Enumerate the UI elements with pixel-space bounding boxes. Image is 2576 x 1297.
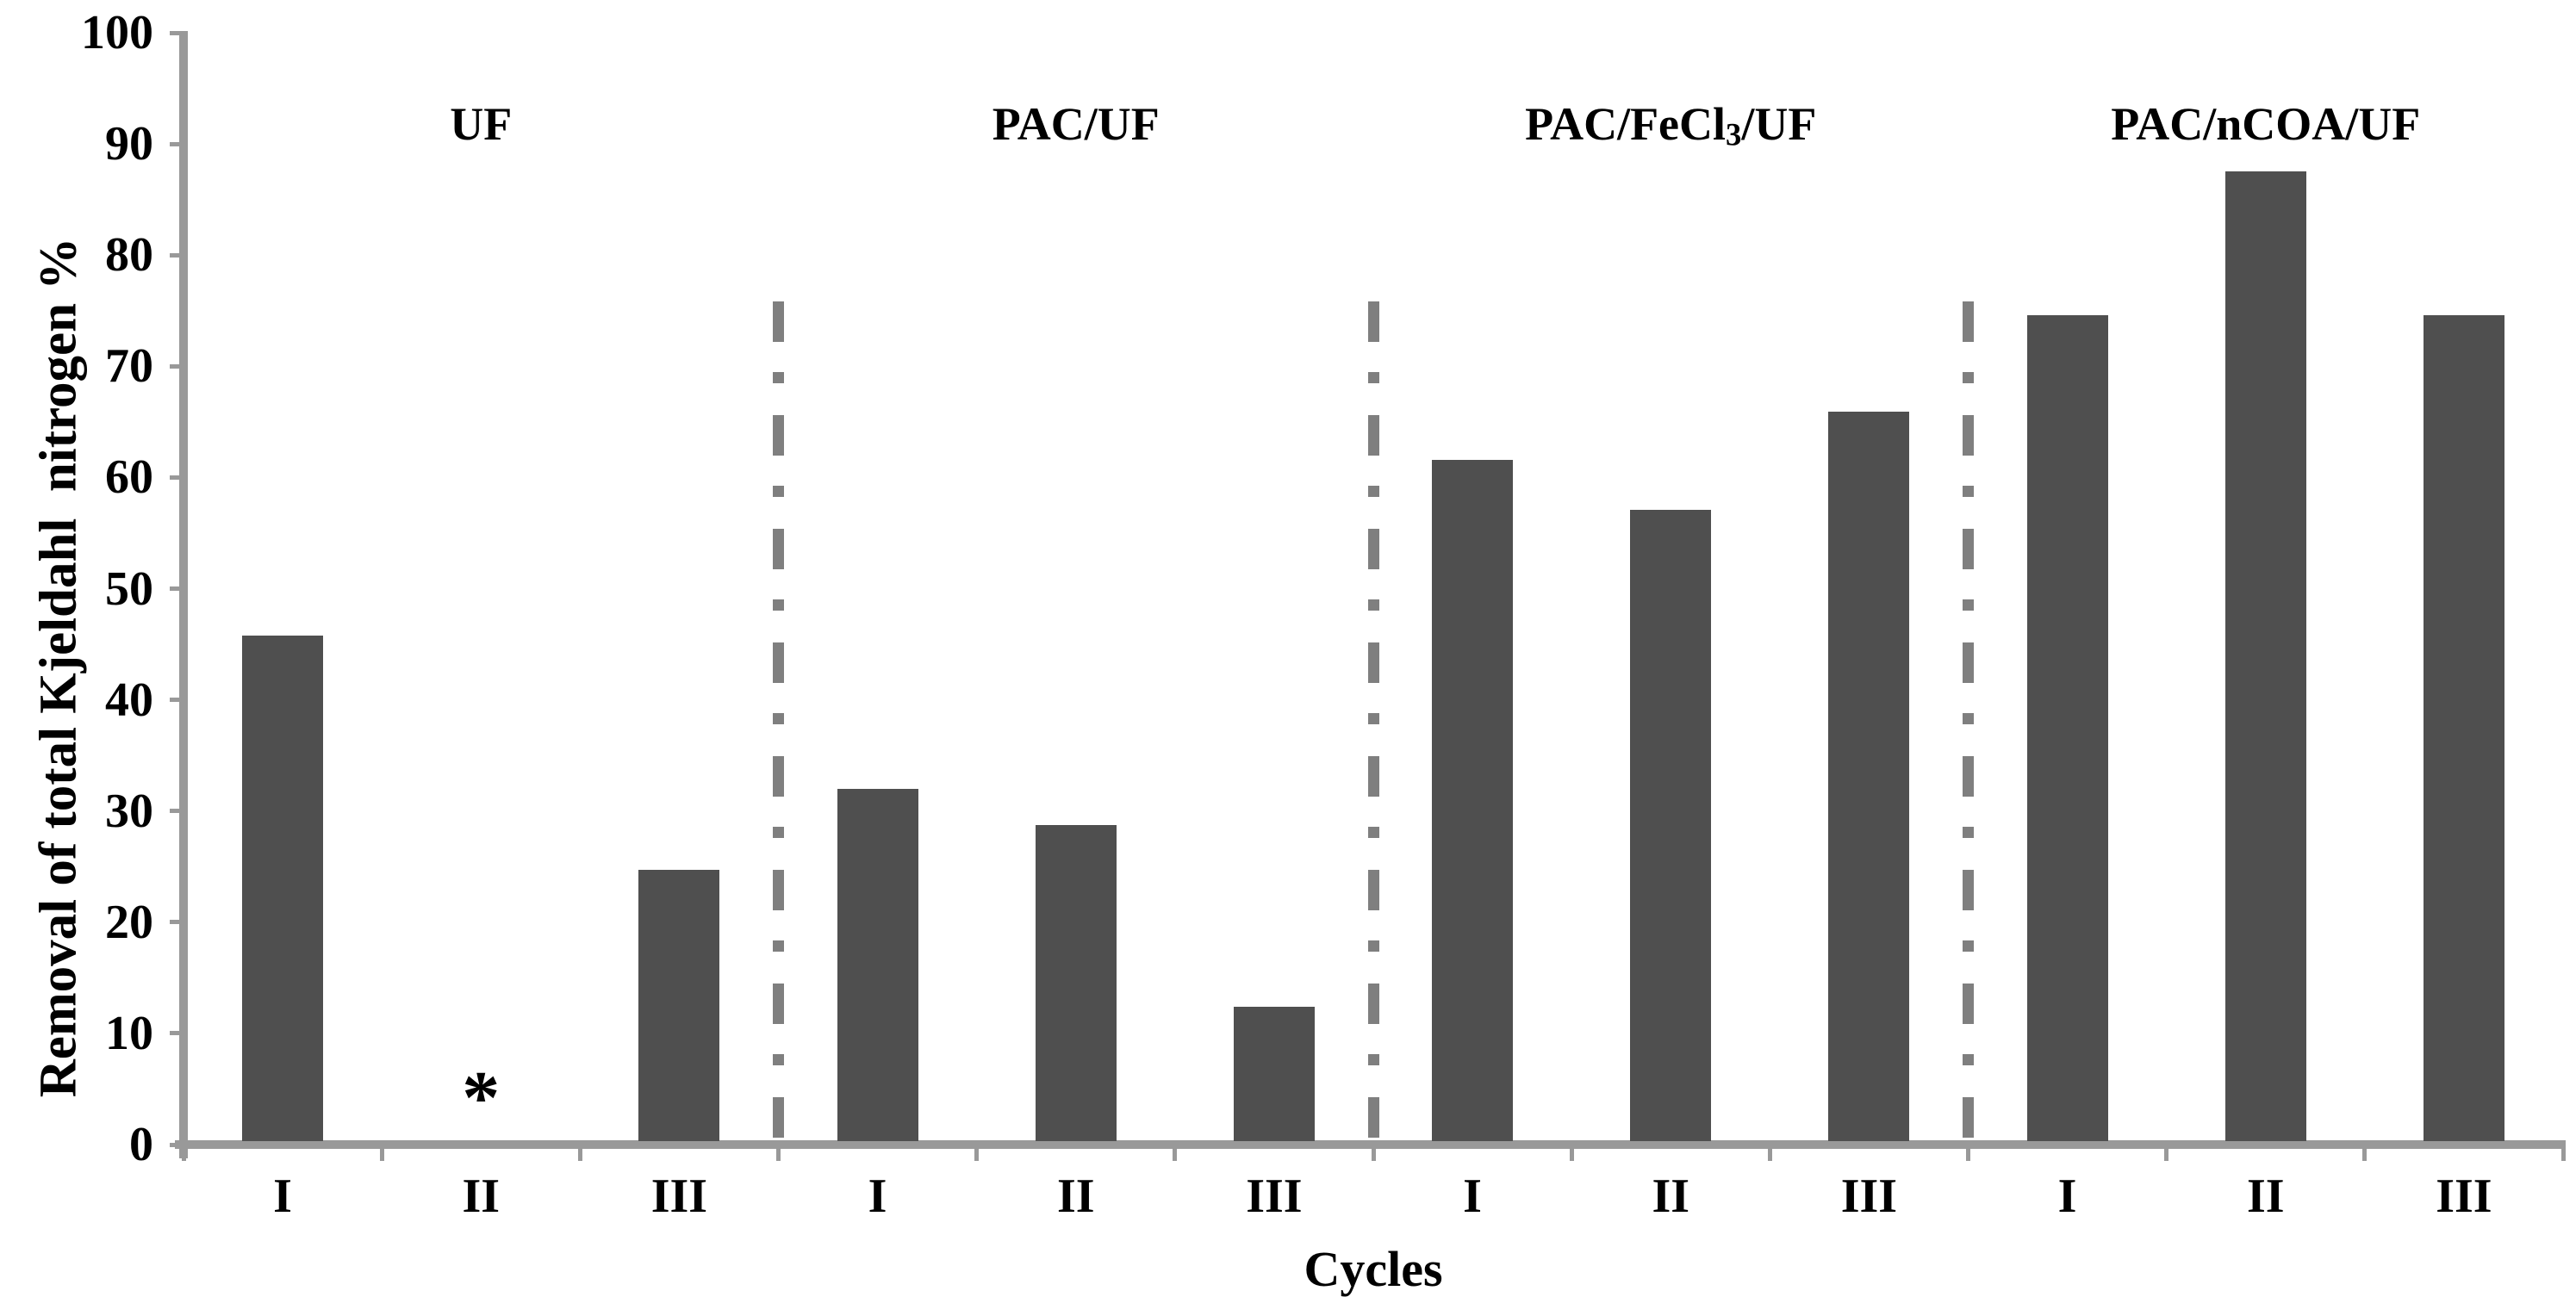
y-axis-tick — [170, 698, 184, 703]
y-axis-tick — [170, 809, 184, 814]
y-axis-tick — [170, 920, 184, 925]
x-category-label: II — [2246, 1170, 2285, 1223]
bar — [837, 788, 918, 1141]
x-axis-tick — [2560, 1149, 2566, 1161]
group-label-text: /UF — [1741, 98, 1817, 150]
x-axis-tick — [181, 1149, 186, 1161]
y-tick-label: 70 — [105, 339, 153, 394]
group-label-text: PAC/FeCl — [1525, 98, 1727, 150]
group-label-text: PAC/UF — [992, 98, 1160, 150]
bar — [1828, 412, 1910, 1141]
x-axis-tick — [1767, 1149, 1772, 1161]
y-axis-tick — [170, 141, 184, 146]
x-axis-tick — [379, 1149, 384, 1161]
x-category-label: III — [1246, 1170, 1303, 1223]
x-category-label: I — [273, 1170, 292, 1223]
bar — [2224, 171, 2306, 1141]
bar — [2026, 314, 2108, 1141]
y-tick-label: 20 — [105, 895, 153, 949]
group-label-text: 3 — [1726, 116, 1742, 152]
group-divider — [773, 301, 784, 1145]
y-axis-tick — [170, 252, 184, 258]
y-axis-tick — [170, 1031, 184, 1036]
y-tick-label: 90 — [105, 117, 153, 171]
group-label: PAC/FeCl3/UF — [1373, 96, 1969, 152]
group-divider — [1963, 301, 1974, 1145]
x-category-label: III — [2436, 1170, 2492, 1223]
x-axis-title: Cycles — [1304, 1241, 1443, 1297]
y-axis-tick — [170, 1142, 184, 1147]
bar — [638, 869, 720, 1141]
y-tick-label: 40 — [105, 673, 153, 727]
bar — [2423, 314, 2504, 1141]
y-tick-label: 60 — [105, 450, 153, 505]
x-axis-tick — [2164, 1149, 2169, 1161]
x-category-label: I — [868, 1170, 887, 1223]
x-category-label: I — [1463, 1170, 1482, 1223]
y-tick-label: 80 — [105, 228, 153, 282]
x-axis-tick — [577, 1149, 582, 1161]
y-tick-label: 30 — [105, 784, 153, 838]
group-label: PAC/nCOA/UF — [1969, 96, 2564, 152]
y-axis-tick — [170, 586, 184, 591]
x-axis-tick — [1173, 1149, 1178, 1161]
bar — [242, 635, 324, 1141]
x-axis-tick — [776, 1149, 781, 1161]
group-label: UF — [184, 96, 779, 152]
group-label-text: PAC/nCOA/UF — [2111, 98, 2421, 150]
y-tick-label: 50 — [105, 562, 153, 616]
bar — [1233, 1006, 1315, 1141]
x-category-label: I — [2057, 1170, 2077, 1223]
bar — [1035, 825, 1117, 1141]
bar — [1432, 459, 1514, 1141]
x-axis-tick — [974, 1149, 980, 1161]
x-category-label: II — [462, 1170, 501, 1223]
x-category-label: II — [1056, 1170, 1095, 1223]
bar — [1630, 509, 1712, 1141]
x-category-label: II — [1652, 1170, 1690, 1223]
y-tick-label: 100 — [81, 6, 153, 59]
y-axis-tick — [170, 475, 184, 480]
y-tick-label: 10 — [105, 1006, 153, 1060]
y-axis-tick — [170, 363, 184, 369]
x-category-label: III — [1840, 1170, 1898, 1223]
x-axis-tick — [2362, 1149, 2368, 1161]
y-tick-label: 0 — [129, 1118, 153, 1171]
x-axis-line — [175, 1140, 2566, 1149]
x-category-label: III — [650, 1170, 708, 1223]
y-axis-tick — [170, 30, 184, 35]
missing-data-asterisk: * — [462, 1057, 501, 1140]
group-label: PAC/UF — [779, 96, 1374, 152]
x-axis-tick — [1569, 1149, 1574, 1161]
y-axis-line — [179, 31, 188, 1158]
x-axis-tick — [1371, 1149, 1376, 1161]
x-axis-tick — [1966, 1149, 1970, 1161]
group-divider — [1367, 301, 1379, 1145]
group-label-text: UF — [450, 98, 513, 150]
